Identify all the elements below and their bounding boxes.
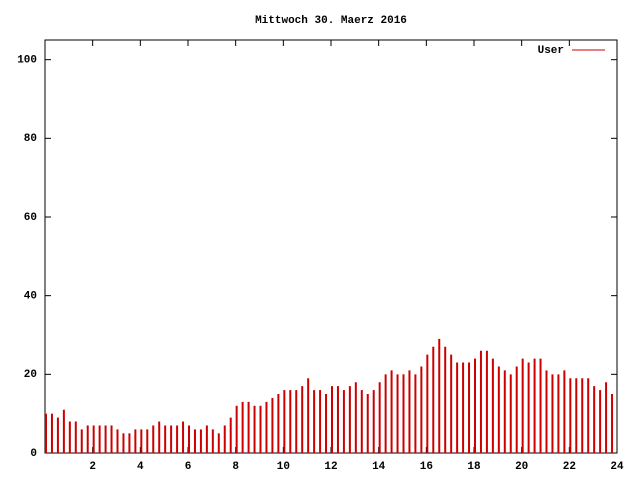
- x-tick-label: 24: [610, 461, 624, 473]
- x-tick-label: 6: [185, 461, 192, 473]
- x-tick-label: 18: [467, 461, 481, 473]
- legend-label: User: [538, 45, 564, 57]
- y-tick-label: 80: [24, 133, 37, 145]
- y-tick-label: 60: [24, 212, 37, 224]
- x-tick-label: 4: [137, 461, 144, 473]
- y-tick-label: 40: [24, 291, 37, 303]
- x-tick-label: 12: [324, 461, 337, 473]
- x-tick-label: 22: [563, 461, 576, 473]
- x-tick-label: 16: [420, 461, 433, 473]
- y-tick-label: 0: [30, 448, 37, 460]
- x-tick-label: 10: [277, 461, 290, 473]
- x-tick-label: 20: [515, 461, 528, 473]
- chart-title: Mittwoch 30. Maerz 2016: [255, 15, 407, 27]
- x-tick-label: 2: [89, 461, 96, 473]
- x-tick-label: 14: [372, 461, 386, 473]
- x-tick-label: 8: [232, 461, 239, 473]
- y-tick-label: 20: [24, 369, 37, 381]
- y-tick-label: 100: [17, 55, 37, 67]
